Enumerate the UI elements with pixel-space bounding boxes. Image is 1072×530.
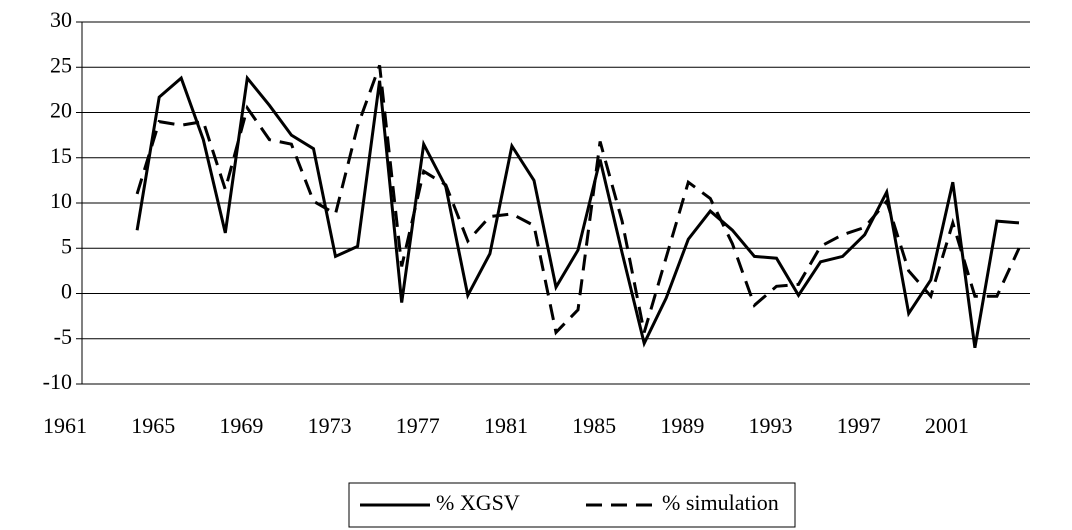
y-tick-label: 25: [50, 52, 72, 77]
legend-label: % XGSV: [436, 490, 520, 515]
y-tick-label: -5: [54, 324, 72, 349]
y-tick-label: 0: [61, 279, 72, 304]
x-tick-label: 1989: [660, 413, 704, 438]
x-tick-label: 1977: [396, 413, 440, 438]
x-tick-label: 1961: [43, 413, 87, 438]
y-tick-label: 30: [50, 7, 72, 32]
y-tick-label: -10: [43, 369, 72, 394]
x-tick-label: 1973: [308, 413, 352, 438]
x-tick-label: 1981: [484, 413, 528, 438]
x-tick-label: 1997: [837, 413, 881, 438]
x-tick-label: 2001: [925, 413, 969, 438]
x-tick-label: 1969: [219, 413, 263, 438]
y-tick-label: 15: [50, 143, 72, 168]
legend: % XGSV % simulation: [360, 490, 779, 515]
y-tick-label: 5: [61, 233, 72, 258]
x-tick-label: 1965: [131, 413, 175, 438]
y-tick-label: 20: [50, 98, 72, 123]
series-line: [135, 64, 1021, 336]
x-tick-label: 1993: [749, 413, 793, 438]
y-tick-label: 10: [50, 188, 72, 213]
x-tick-label: 1985: [572, 413, 616, 438]
legend-label: % simulation: [662, 490, 779, 515]
